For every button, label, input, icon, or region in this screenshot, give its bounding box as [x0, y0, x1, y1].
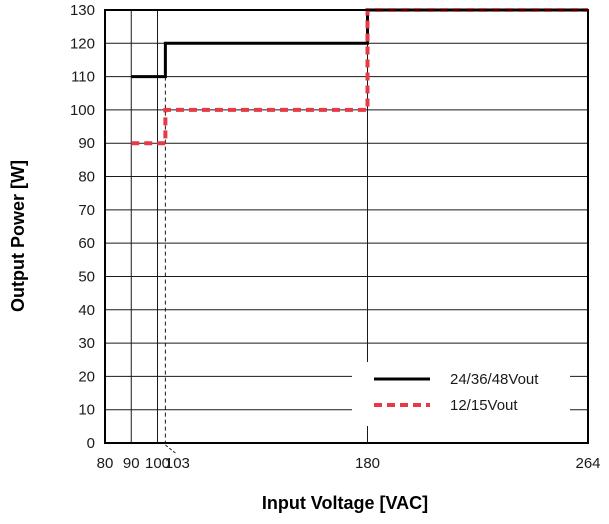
- legend-label-0: 24/36/48Vout: [450, 371, 539, 388]
- x-tick-label-5: 264: [575, 455, 600, 472]
- legend: 24/36/48Vout 12/15Vout: [352, 362, 570, 426]
- y-tick-label-5: 50: [78, 268, 95, 285]
- y-tick-label-4: 40: [78, 302, 95, 319]
- y-tick-label-12: 120: [70, 35, 95, 52]
- x-tick-label-0: 80: [97, 455, 114, 472]
- y-tick-label-7: 70: [78, 202, 95, 219]
- y-tick-label-9: 90: [78, 135, 95, 152]
- y-tick-label-6: 60: [78, 235, 95, 252]
- x-tick-label-2: 100: [145, 455, 170, 472]
- legend-box: [352, 362, 570, 426]
- y-tick-label-13: 130: [70, 2, 95, 19]
- y-tick-label-8: 80: [78, 169, 95, 186]
- legend-label-1: 12/15Vout: [450, 397, 518, 414]
- y-tick-label-2: 20: [78, 368, 95, 385]
- y-tick-label-10: 100: [70, 102, 95, 119]
- y-tick-label-0: 0: [87, 435, 95, 452]
- tick-leader-103: [165, 444, 176, 454]
- x-tick-label-3: 103: [165, 455, 190, 472]
- y-tick-label-11: 110: [71, 69, 95, 86]
- y-tick-label-3: 30: [78, 335, 95, 352]
- x-tick-label-1: 90: [123, 455, 140, 472]
- x-tick-label-4: 180: [355, 455, 380, 472]
- y-tick-label-1: 10: [78, 402, 95, 419]
- x-axis-title: Input Voltage [VAC]: [262, 493, 428, 513]
- plot-frame: [104, 9, 589, 444]
- y-axis-title: Output Power [W]: [8, 160, 28, 312]
